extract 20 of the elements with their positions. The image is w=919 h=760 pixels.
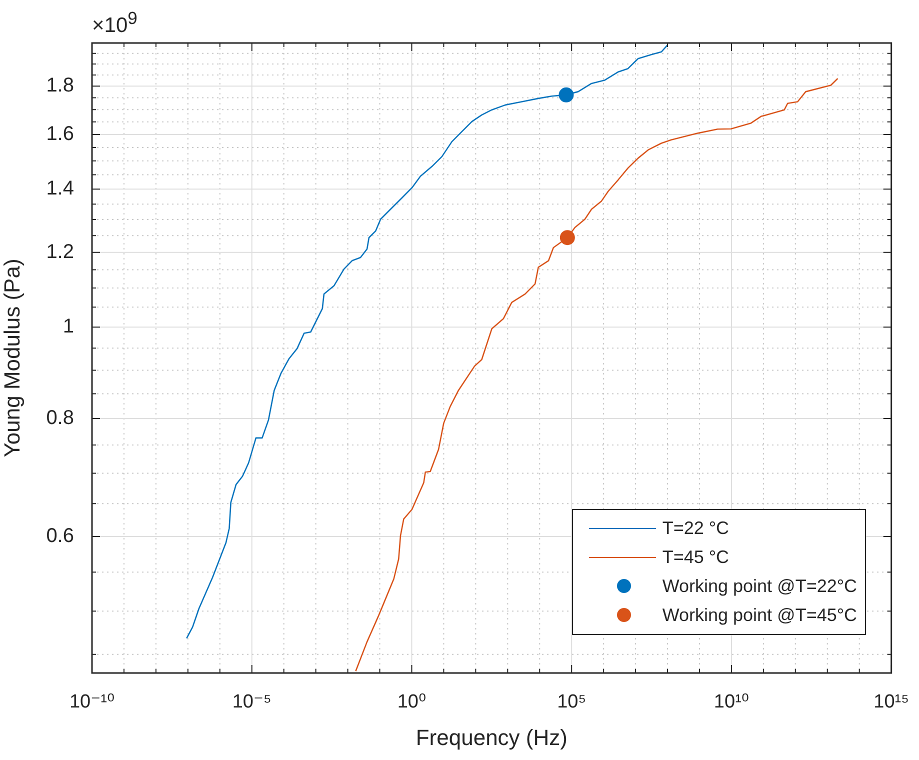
y-tick-label: 0.6 [46, 524, 74, 547]
y-tick-label: 1.8 [46, 74, 74, 97]
y-tick-label: 1.4 [46, 178, 74, 200]
y-tick-label: 1 [62, 316, 74, 338]
x-axis-title: Frequency (Hz) [416, 724, 568, 750]
legend-label: Working point @T=22°C [662, 576, 858, 597]
legend-label: T=22 °C [662, 518, 730, 539]
y-tick-label: 1.2 [46, 240, 74, 263]
x-tick-label: 10¹⁰ [714, 692, 750, 713]
y-axis-title: Young Modulus (Pa) [0, 258, 24, 458]
x-tick-label: 10⁵ [557, 692, 586, 713]
y-tick-label: 0.8 [46, 407, 74, 430]
legend-label: T=45 °C [662, 547, 730, 568]
y-tick-label: 1.6 [46, 122, 74, 145]
x-tick-label: 10⁰ [397, 692, 426, 713]
x-tick-label: 10⁻¹⁰ [69, 692, 115, 713]
text: ×10$^{9}$ [92, 8, 138, 38]
x-tick-label: 10⁻⁵ [232, 692, 272, 713]
legend-label: Working point @T=45°C [662, 605, 858, 626]
x-tick-label: 10¹⁵ [874, 692, 910, 713]
